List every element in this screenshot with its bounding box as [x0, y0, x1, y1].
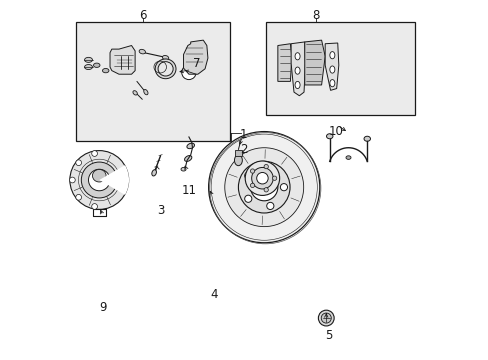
Circle shape	[266, 202, 273, 210]
Circle shape	[92, 150, 97, 156]
Ellipse shape	[363, 136, 370, 141]
Polygon shape	[325, 43, 338, 90]
Ellipse shape	[92, 170, 106, 182]
Text: 1: 1	[240, 127, 247, 141]
Text: 5: 5	[325, 329, 332, 342]
Bar	[234, 149, 242, 156]
Ellipse shape	[234, 155, 242, 166]
Ellipse shape	[294, 67, 300, 74]
Text: 2: 2	[240, 143, 247, 156]
Text: 4: 4	[210, 288, 217, 301]
Circle shape	[81, 162, 117, 198]
Circle shape	[280, 184, 287, 191]
Ellipse shape	[93, 63, 100, 67]
Ellipse shape	[84, 64, 92, 69]
Ellipse shape	[143, 90, 148, 95]
Circle shape	[76, 194, 81, 200]
Circle shape	[70, 150, 128, 210]
Ellipse shape	[326, 134, 332, 139]
Polygon shape	[304, 40, 325, 85]
Ellipse shape	[329, 66, 334, 73]
Circle shape	[182, 65, 196, 80]
Polygon shape	[183, 40, 207, 74]
Text: 7: 7	[193, 57, 201, 70]
Circle shape	[318, 310, 333, 326]
Ellipse shape	[329, 80, 334, 87]
Text: 8: 8	[312, 9, 319, 22]
Circle shape	[76, 160, 81, 166]
Circle shape	[250, 183, 254, 188]
Polygon shape	[110, 45, 135, 74]
Circle shape	[272, 176, 276, 180]
Bar	[76, 22, 230, 140]
Text: 9: 9	[99, 301, 106, 314]
Circle shape	[224, 148, 303, 226]
Ellipse shape	[155, 59, 176, 79]
Circle shape	[321, 313, 330, 323]
Circle shape	[266, 165, 273, 172]
Ellipse shape	[162, 55, 168, 60]
Ellipse shape	[346, 156, 350, 159]
Ellipse shape	[294, 53, 300, 60]
Text: 3: 3	[157, 204, 164, 217]
Ellipse shape	[84, 57, 92, 62]
Circle shape	[264, 165, 268, 169]
Circle shape	[244, 195, 251, 202]
Circle shape	[238, 161, 289, 213]
Ellipse shape	[329, 51, 334, 59]
Bar	[265, 22, 414, 116]
Ellipse shape	[102, 68, 109, 73]
Polygon shape	[290, 42, 305, 96]
Text: 10: 10	[328, 125, 343, 138]
Circle shape	[244, 172, 251, 179]
Circle shape	[208, 132, 319, 243]
Circle shape	[88, 169, 110, 191]
Ellipse shape	[139, 49, 145, 54]
Circle shape	[251, 167, 273, 189]
Ellipse shape	[186, 143, 194, 149]
Circle shape	[69, 177, 75, 183]
Ellipse shape	[133, 91, 137, 95]
Polygon shape	[277, 44, 291, 81]
Text: 11: 11	[181, 184, 196, 197]
Circle shape	[250, 174, 277, 201]
Circle shape	[264, 188, 268, 192]
Circle shape	[92, 204, 97, 210]
Ellipse shape	[158, 62, 173, 76]
Circle shape	[244, 161, 279, 195]
Ellipse shape	[184, 156, 191, 161]
Ellipse shape	[294, 81, 300, 89]
Circle shape	[256, 172, 267, 184]
Ellipse shape	[181, 167, 185, 171]
Wedge shape	[99, 165, 129, 195]
Ellipse shape	[151, 170, 156, 176]
Circle shape	[250, 169, 254, 173]
Text: 6: 6	[140, 9, 147, 22]
